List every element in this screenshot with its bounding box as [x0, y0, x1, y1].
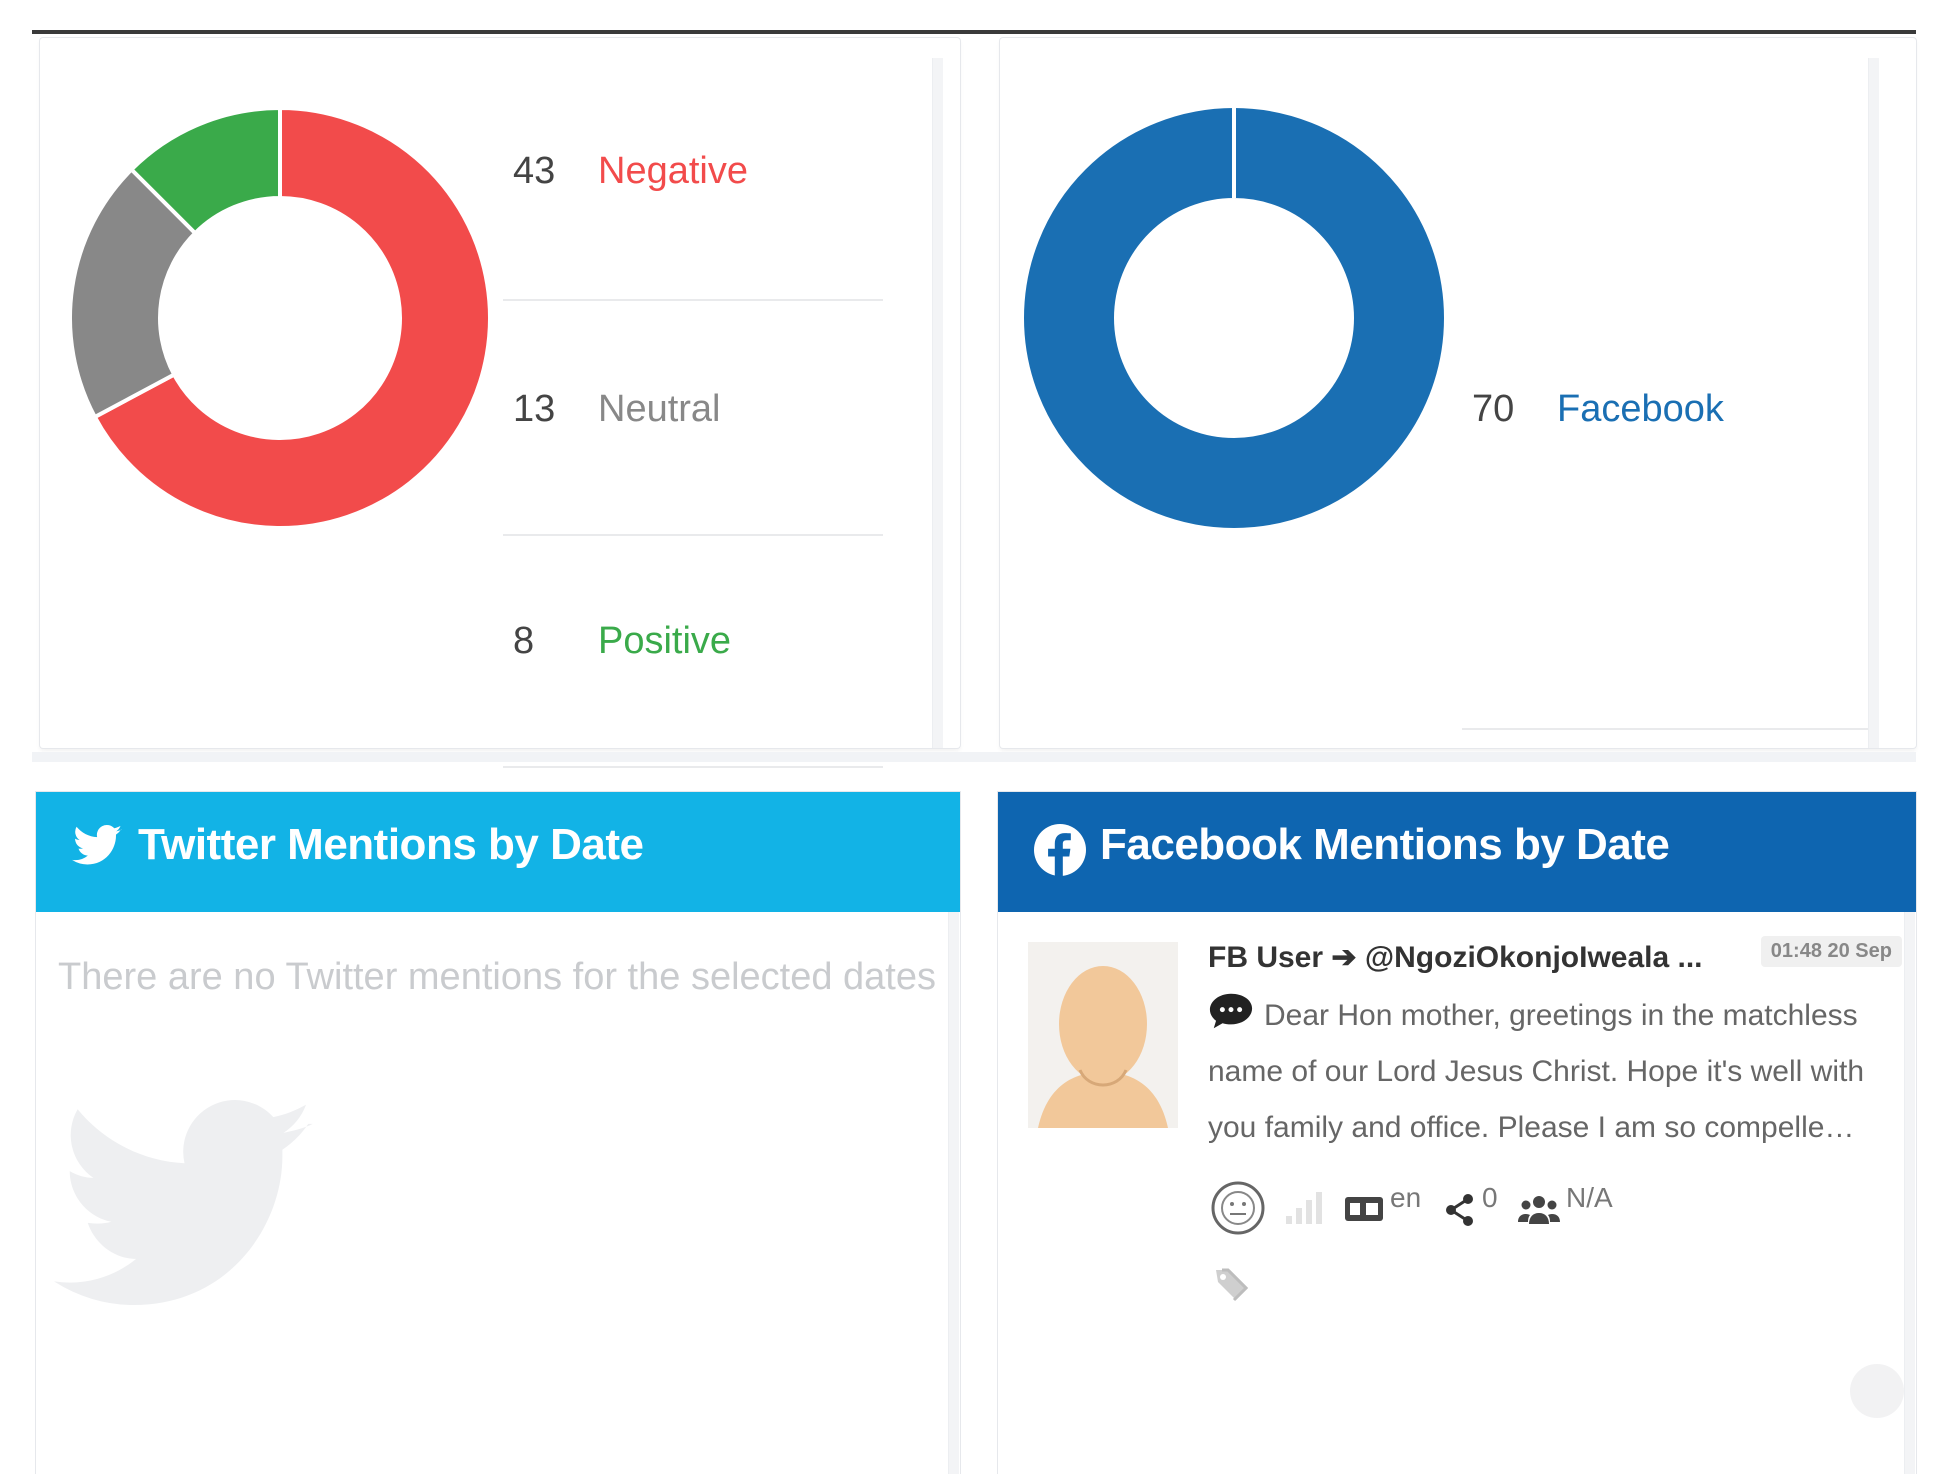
twitter-panel-header: Twitter Mentions by Date	[36, 792, 960, 912]
avatar	[1028, 942, 1178, 1128]
sentiment-legend-divider	[503, 766, 883, 768]
post-text-block: Dear Hon mother, greetings in the matchl…	[1208, 988, 1908, 1156]
top-border	[32, 30, 1916, 34]
post-shares: 0	[1482, 1182, 1498, 1213]
sentiment-legend-label: Neutral	[598, 388, 721, 430]
sentiment-legend-label: Positive	[598, 620, 732, 662]
sentiment-legend-divider	[503, 534, 883, 536]
post-text: Dear Hon mother, greetings in the matchl…	[1208, 999, 1865, 1144]
arrow-right-icon: ➔	[1331, 941, 1357, 974]
tag-icon[interactable]	[1212, 1266, 1256, 1306]
facebook-mentions-panel: Facebook Mentions by Date FB User ➔ @Ngo…	[998, 792, 1916, 1474]
sentiment-legend-item-positive[interactable]: 8 Positive	[513, 620, 933, 680]
twitter-mentions-panel: Twitter Mentions by Date There are no Tw…	[36, 792, 960, 1474]
source-panel: 70 Facebook	[1000, 38, 1916, 748]
post-header: FB User ➔ @NgoziOkonjoIweala ...	[1208, 940, 1703, 975]
source-legend-count: 70	[1472, 388, 1515, 430]
facebook-scrollbar[interactable]	[1904, 912, 1915, 1474]
source-legend-label: Facebook	[1557, 388, 1724, 430]
facebook-panel-header: Facebook Mentions by Date	[998, 792, 1916, 912]
source-legend-item-facebook[interactable]: 70 Facebook	[1472, 388, 1872, 448]
source-slice-facebook[interactable]	[1024, 108, 1444, 528]
section-gap	[32, 752, 1916, 762]
signal-strength-icon	[1286, 1192, 1322, 1224]
post-audience: N/A	[1566, 1182, 1613, 1213]
comment-bubble-icon	[1208, 988, 1264, 1044]
language-icon	[1345, 1197, 1383, 1221]
floating-action-button[interactable]	[1850, 1364, 1904, 1418]
sentiment-donut-chart	[68, 105, 492, 530]
post-target[interactable]: @NgoziOkonjoIweala ...	[1364, 941, 1703, 974]
source-legend-divider	[1462, 728, 1872, 730]
sentiment-legend-count: 13	[513, 388, 556, 430]
twitter-panel-title: Twitter Mentions by Date	[138, 820, 644, 869]
twitter-watermark-icon	[54, 1100, 313, 1305]
sentiment-legend-count: 43	[513, 150, 556, 192]
post-author[interactable]: FB User	[1208, 941, 1324, 974]
sentiment-slice-negative[interactable]	[92, 105, 492, 530]
facebook-panel-title: Facebook Mentions by Date	[1100, 820, 1670, 869]
sentiment-neutral-icon[interactable]	[1210, 1180, 1266, 1236]
facebook-icon	[1034, 824, 1086, 876]
sentiment-legend-item-neutral[interactable]: 13 Neutral	[513, 388, 933, 448]
sentiment-legend-label: Negative	[598, 150, 748, 192]
sentiment-legend: 43 Negative 13 Neutral 8 Positive	[503, 110, 933, 768]
post-language: en	[1390, 1182, 1422, 1213]
sentiment-slice-positive[interactable]	[128, 105, 282, 236]
twitter-bird-icon	[72, 824, 122, 865]
share-icon[interactable]	[1444, 1192, 1476, 1228]
sentiment-panel: 43 Negative 13 Neutral 8 Positive	[40, 38, 960, 768]
audience-icon	[1518, 1196, 1560, 1224]
twitter-empty-message: There are no Twitter mentions for the se…	[58, 956, 936, 998]
source-legend: 70 Facebook	[1472, 110, 1872, 750]
post-timestamp: 01:48 20 Sep	[1760, 936, 1902, 967]
source-donut-chart	[1024, 108, 1444, 528]
sentiment-legend-count: 8	[513, 620, 535, 662]
sentiment-legend-item-negative[interactable]: 43 Negative	[513, 150, 933, 210]
sentiment-legend-divider	[503, 299, 883, 301]
sentiment-slice-neutral[interactable]	[68, 166, 198, 420]
sentiment-scrollbar[interactable]	[932, 58, 943, 748]
source-scrollbar[interactable]	[1868, 58, 1879, 748]
twitter-scrollbar[interactable]	[948, 912, 959, 1474]
